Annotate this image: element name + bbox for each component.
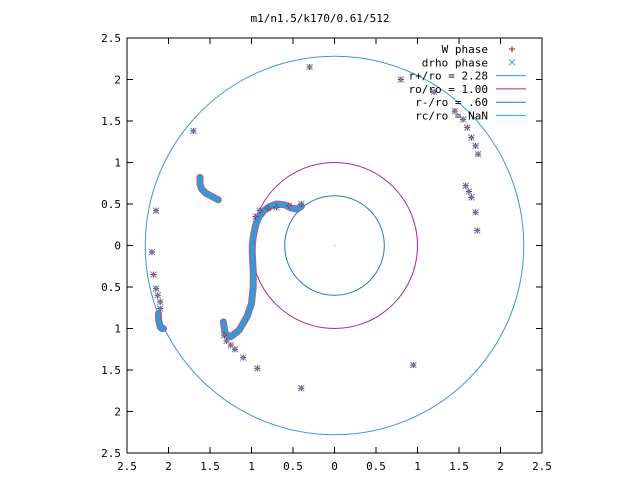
drho-phase-point xyxy=(231,345,239,353)
y-tick-label: 0.5 xyxy=(101,198,121,211)
drho-phase-point xyxy=(252,213,260,220)
drho-phase-point xyxy=(220,331,228,339)
y-tick-label: 1 xyxy=(114,323,121,336)
drho-phase-point xyxy=(156,298,164,306)
drho-phase-point xyxy=(306,63,313,71)
drho-phase-point xyxy=(150,271,157,278)
drho-phase-point xyxy=(468,134,475,141)
y-tick-label: 2.5 xyxy=(101,32,121,45)
legend-label: r-/ro = .60 xyxy=(415,96,488,109)
y-tick-label: 0.5 xyxy=(101,281,121,294)
drho-phase-point xyxy=(256,207,264,214)
drho-phase-point xyxy=(463,124,471,131)
drho-phase-point xyxy=(397,76,405,83)
x-tick-label: 1 xyxy=(248,460,255,473)
drho-phase-point xyxy=(474,150,482,158)
y-tick-label: 2 xyxy=(114,406,121,419)
radius-circle xyxy=(284,195,385,296)
drho-phase-point xyxy=(239,354,247,361)
legend-label: W phase xyxy=(442,43,488,56)
drho-phase-point xyxy=(468,194,475,201)
x-tick-label: 0.5 xyxy=(366,460,386,473)
x-tick-label: 2.5 xyxy=(532,460,552,473)
legend-marker-cross xyxy=(508,58,516,66)
y-tick-label: 2.5 xyxy=(101,447,121,460)
drho-phase-point xyxy=(297,200,305,208)
legend-label: rc/ro = NaN xyxy=(415,110,488,123)
drho-phase-point xyxy=(264,204,272,212)
dense-band-path xyxy=(156,311,166,331)
legend-label: r+/ro = 2.28 xyxy=(409,70,488,83)
axis-ticks xyxy=(126,37,543,454)
x-tick-label: 0 xyxy=(331,460,338,473)
chart-title: m1/n1.5/k170/0.61/512 xyxy=(250,12,389,25)
radius-circle xyxy=(144,55,525,436)
legend-label: ro/ro = 1.00 xyxy=(409,83,488,96)
x-tick-label: 1.5 xyxy=(449,460,469,473)
y-tick-label: 1 xyxy=(114,157,121,170)
drho-phase-point xyxy=(285,202,293,210)
y-tick-label: 1.5 xyxy=(101,364,121,377)
drho-phase-point xyxy=(273,203,280,211)
x-tick-label: 2 xyxy=(165,460,172,473)
y-tick-label: 0 xyxy=(114,240,121,253)
x-tick-label: 1.5 xyxy=(200,460,220,473)
drho-phase-point xyxy=(253,364,261,372)
drho-phase-point xyxy=(473,227,481,234)
drho-phase-point xyxy=(465,188,473,195)
dense-band-path xyxy=(197,174,221,203)
drho-phase-point xyxy=(462,182,469,190)
phase-points xyxy=(148,63,482,392)
x-tick-label: 0.5 xyxy=(283,460,303,473)
x-tick-label: 2.5 xyxy=(117,460,137,473)
drho-phase-point xyxy=(148,248,156,256)
y-tick-label: 2 xyxy=(114,74,121,87)
y-tick-label: 1.5 xyxy=(101,115,121,128)
drho-phase-point xyxy=(152,285,160,293)
drho-phase-point xyxy=(472,208,479,216)
drho-phase-point xyxy=(297,384,305,392)
dense-band xyxy=(155,173,305,341)
drho-phase-point xyxy=(459,115,467,123)
x-axis-tick-labels: 2.5 2 1.5 1 0.5 0 0.5 1 1.5 2 2.5 xyxy=(117,460,552,473)
drho-phase-point xyxy=(430,88,438,96)
drho-phase-point xyxy=(154,291,162,299)
drho-phase-point xyxy=(156,305,164,312)
y-axis-tick-labels: 2.5 2 1.5 1 0.5 0 0.5 1 1.5 2 2.5 xyxy=(101,32,121,460)
drho-phase-point xyxy=(472,142,479,150)
x-tick-label: 1 xyxy=(414,460,421,473)
center-point xyxy=(333,244,336,247)
legend-label: drho phase xyxy=(422,56,488,69)
drho-phase-point xyxy=(190,127,197,135)
drho-phase-point xyxy=(409,361,417,369)
drho-phase-point xyxy=(152,207,160,214)
drho-phase-point xyxy=(451,107,459,115)
x-tick-label: 2 xyxy=(497,460,504,473)
